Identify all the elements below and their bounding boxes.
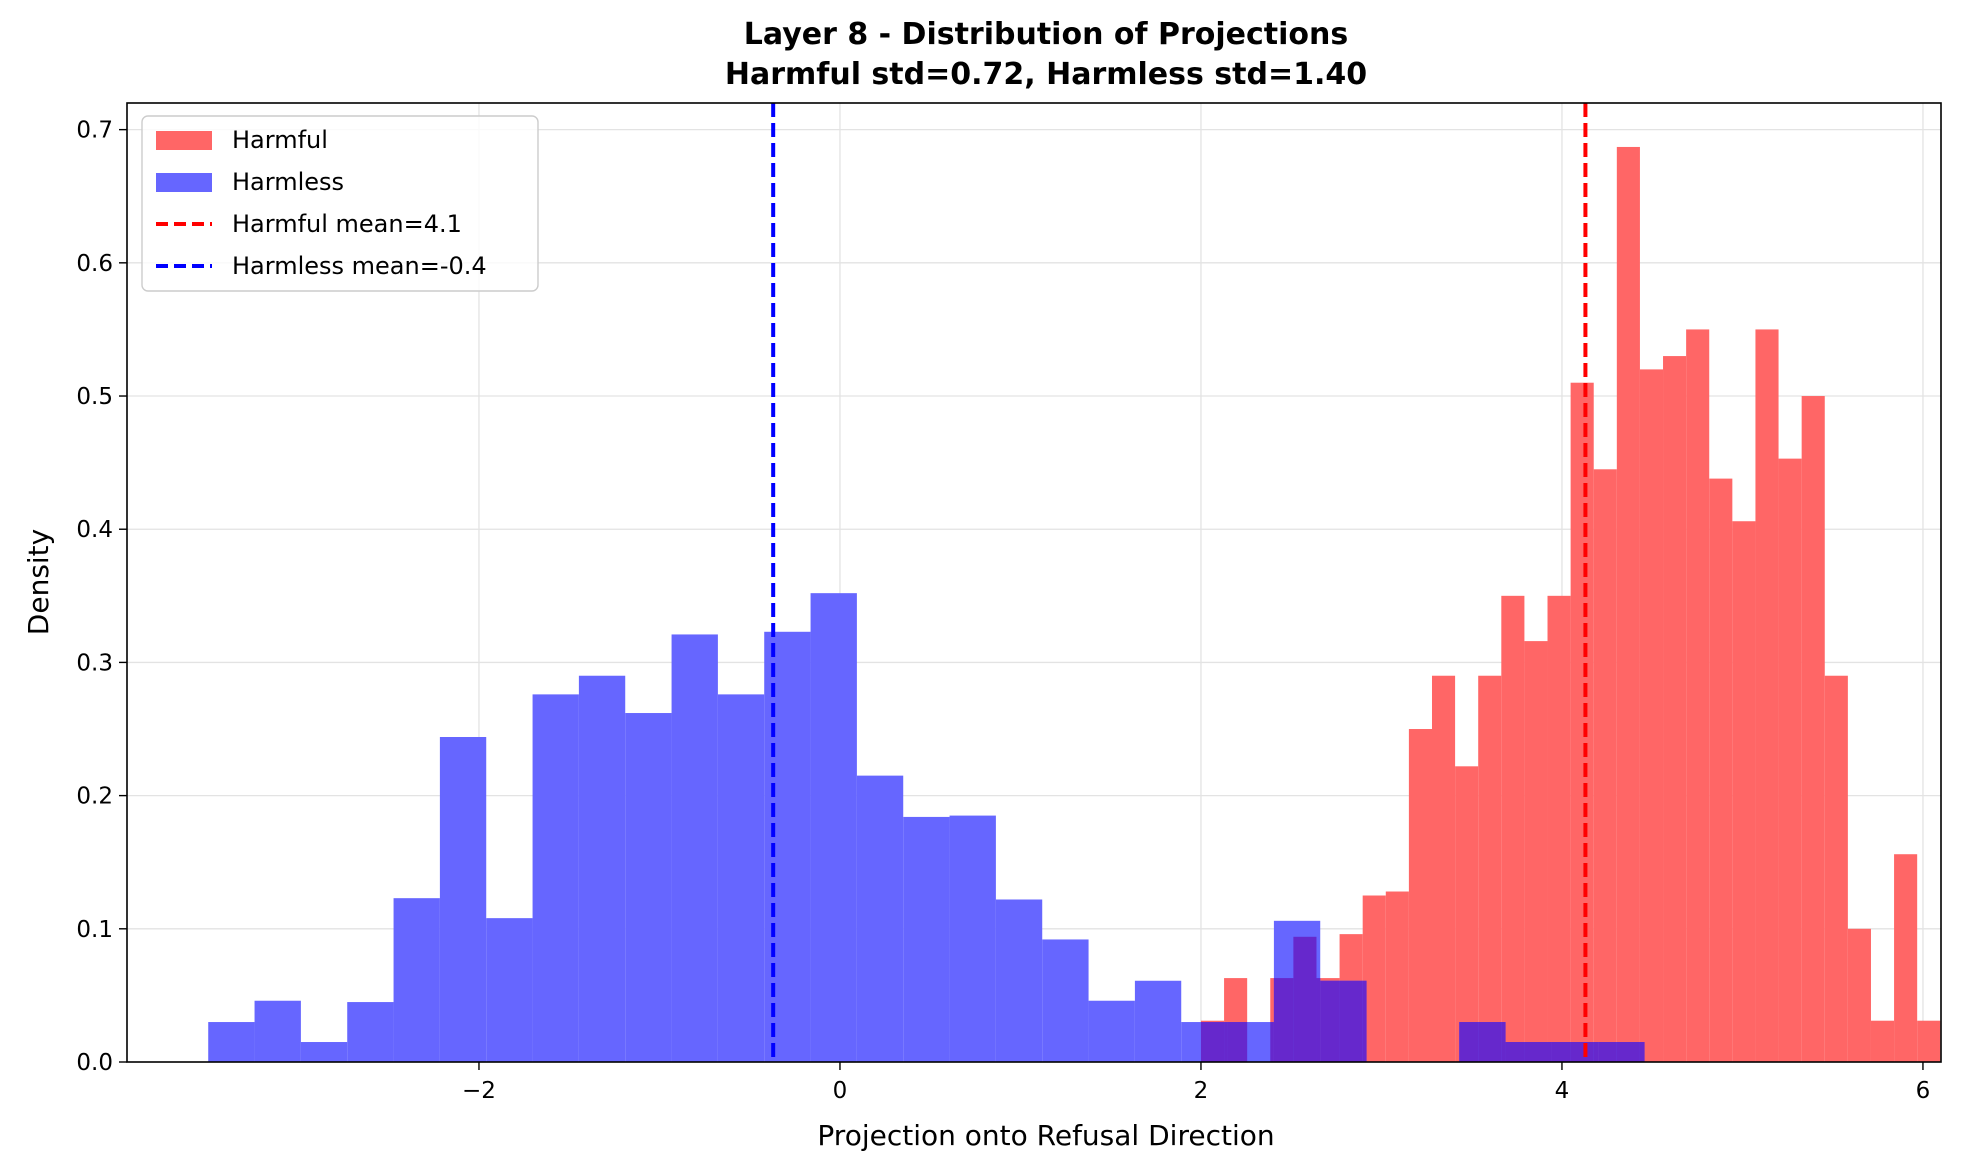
harmless-bar — [393, 898, 440, 1062]
legend-swatch — [156, 173, 212, 192]
overlap-bar — [1505, 1042, 1525, 1062]
harmful-bar — [1801, 396, 1825, 1062]
harmful-bar — [1663, 356, 1687, 1062]
chart-title-line2: Harmful std=0.72, Harmless std=1.40 — [725, 57, 1367, 92]
harmful-bar — [1455, 766, 1479, 1062]
y-tick-label: 0.2 — [76, 784, 113, 810]
harmful-bar — [1824, 675, 1848, 1062]
harmless-bar — [903, 816, 950, 1062]
harmful-bar — [1616, 146, 1640, 1062]
harmful-bar — [1755, 329, 1779, 1062]
y-axis-ticks: 0.0 0.1 0.2 0.3 0.4 0.5 0.6 0.7 — [76, 118, 127, 1076]
legend-box — [141, 115, 539, 292]
harmful-bar — [1547, 595, 1571, 1062]
y-tick-label: 0.0 — [76, 1050, 113, 1076]
overlap-bar — [1227, 1022, 1248, 1062]
x-axis-label: Projection onto Refusal Direction — [817, 1119, 1274, 1152]
harmful-bar — [1362, 895, 1386, 1062]
y-tick-label: 0.5 — [76, 384, 113, 410]
overlap-bar — [1524, 1042, 1548, 1062]
harmful-bar — [1847, 928, 1871, 1062]
harmless-bar — [949, 815, 996, 1062]
harmless-bar — [532, 694, 579, 1062]
plot-area-frame — [126, 102, 1942, 1063]
overlap-bar — [1270, 1022, 1274, 1062]
harmful-bar — [1639, 369, 1664, 1062]
harmless-bar — [671, 634, 718, 1062]
x-tick-label: 2 — [1194, 1078, 1209, 1104]
overlap-bar — [1616, 1042, 1640, 1062]
x-tick-label: 6 — [1916, 1078, 1931, 1104]
harmful-bar — [1593, 469, 1617, 1062]
overlap-bar — [1200, 1022, 1225, 1062]
harmless-bar — [995, 899, 1043, 1062]
y-tick-label: 0.7 — [76, 118, 113, 144]
harmful-bar — [1431, 675, 1456, 1062]
harmless-bar — [1134, 980, 1182, 1062]
harmless-bar — [1042, 939, 1089, 1062]
harmless-bar — [439, 737, 487, 1062]
x-tick-label: 0 — [833, 1078, 848, 1104]
harmless-bar — [208, 1022, 255, 1062]
y-tick-label: 0.1 — [76, 917, 113, 943]
harmful-bar — [1778, 458, 1802, 1063]
harmful-bar — [1686, 329, 1710, 1062]
harmless-bar — [1088, 1000, 1135, 1062]
overlap-bar — [1598, 1042, 1617, 1062]
legend-label: Harmless mean=-0.4 — [232, 252, 487, 280]
harmless-bar — [764, 631, 811, 1062]
harmless-bar — [625, 713, 672, 1062]
harmful-bar — [1385, 891, 1409, 1062]
legend-label: Harmful mean=4.1 — [232, 210, 462, 238]
legend-label: Harmful — [232, 126, 328, 154]
legend: Harmful Harmless Harmful mean=4.1 Harmless … — [141, 115, 539, 292]
legend-swatch — [156, 131, 212, 150]
overlap-bar — [1320, 980, 1340, 1062]
harmful-bar — [1408, 729, 1432, 1062]
harmless-bar — [300, 1042, 348, 1062]
harmless-bar — [810, 593, 857, 1062]
harmless-bar — [254, 1000, 301, 1062]
overlap-bar — [1362, 980, 1367, 1062]
overlap-bar — [1593, 1042, 1599, 1062]
harmful-bar — [1870, 1020, 1895, 1062]
y-axis-label: Density — [22, 529, 55, 635]
legend-label: Harmless — [232, 168, 344, 196]
overlap-bar — [1570, 1042, 1594, 1062]
overlap-bar — [1501, 1022, 1506, 1062]
y-tick-label: 0.4 — [76, 517, 113, 543]
harmless-bar — [717, 694, 765, 1062]
harmless-bar — [856, 775, 904, 1062]
overlap-bar — [1339, 980, 1363, 1062]
harmless-bar — [486, 918, 533, 1062]
chart-title-line1: Layer 8 - Distribution of Projections — [744, 17, 1348, 52]
y-tick-label: 0.6 — [76, 251, 113, 277]
overlap-bar — [1478, 1022, 1502, 1062]
harmful-bar — [1570, 382, 1594, 1062]
overlap-bar — [1316, 978, 1321, 1062]
overlap-bar — [1547, 1042, 1552, 1062]
overlap-bar — [1293, 936, 1317, 1062]
x-tick-label: 4 — [1555, 1078, 1570, 1104]
harmless-bar — [578, 675, 626, 1062]
harmless-bar — [347, 1002, 394, 1062]
x-axis-ticks: −2 0 2 4 6 — [462, 1062, 1930, 1104]
x-tick-label: −2 — [462, 1078, 496, 1104]
overlap-bar — [1551, 1042, 1571, 1062]
y-tick-label: 0.3 — [76, 650, 113, 676]
harmful-bar — [1917, 1020, 1941, 1062]
harmful-bar — [1478, 675, 1502, 1062]
harmful-bar — [1732, 521, 1756, 1062]
harmful-bar — [1894, 854, 1918, 1062]
harmful-bar — [1524, 641, 1548, 1062]
overlap-bar — [1459, 1022, 1479, 1062]
harmful-bar — [1709, 478, 1733, 1062]
overlap-bar — [1273, 978, 1294, 1062]
harmful-bar — [1501, 595, 1525, 1062]
overlap-bar — [1639, 1042, 1645, 1062]
overlap-bar — [1224, 1022, 1228, 1062]
